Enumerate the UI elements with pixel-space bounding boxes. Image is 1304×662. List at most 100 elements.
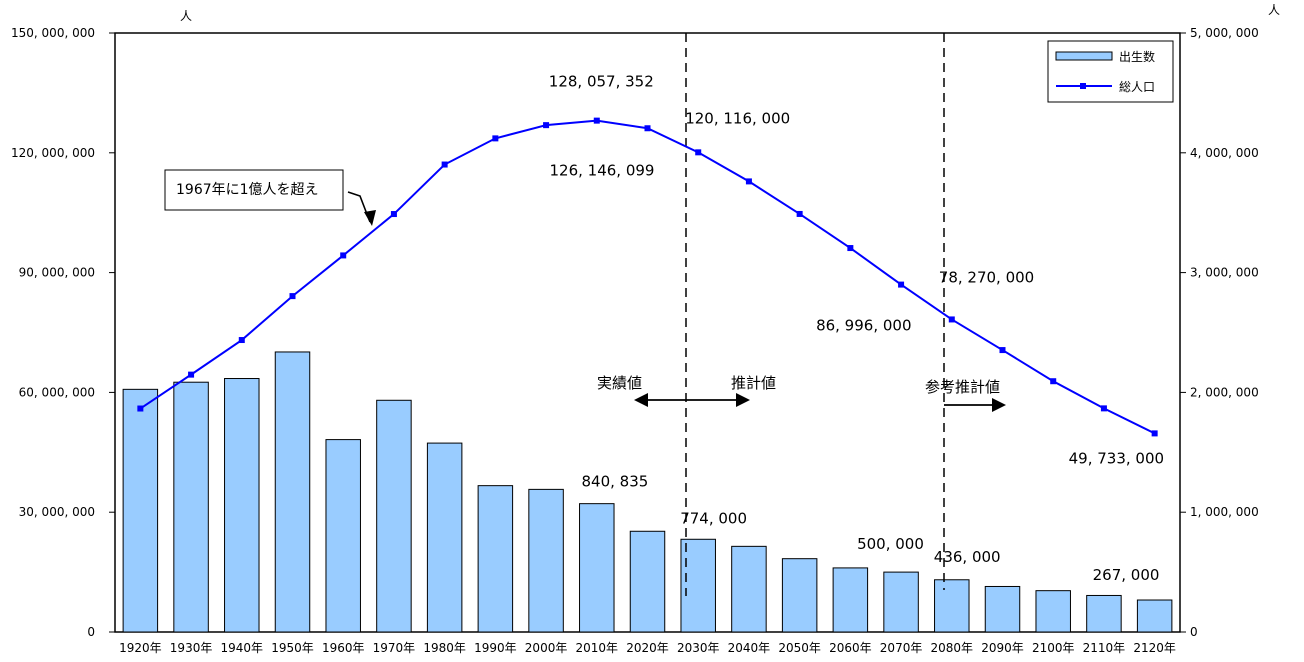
x-tick-label: 1950年: [271, 641, 314, 655]
birth-bar: [477, 485, 514, 633]
population-point: [1151, 430, 1158, 437]
data-label: 128, 057, 352: [549, 73, 654, 91]
x-tick-label: 2080年: [931, 641, 974, 655]
birth-bar: [426, 442, 463, 633]
birth-bar: [528, 488, 564, 633]
population-point: [188, 371, 195, 378]
right-tick-label: 1, 000, 000: [1190, 505, 1259, 519]
population-point: [1050, 378, 1057, 385]
birth-bar: [883, 571, 919, 633]
population-point: [137, 405, 144, 412]
population-point: [289, 293, 296, 300]
left-tick-label: 0: [87, 625, 95, 639]
population-point: [898, 281, 905, 288]
x-tick-label: 2120年: [1133, 641, 1176, 655]
right-tick-label: 4, 000, 000: [1190, 146, 1259, 160]
x-tick-label: 2000年: [525, 641, 568, 655]
legend-label-population: 総人口: [1119, 80, 1155, 94]
birth-bars: [122, 351, 1173, 633]
actual-label: 実績値: [597, 374, 642, 392]
population-point: [543, 122, 550, 129]
projected-label: 推計値: [731, 374, 776, 392]
birth-bar: [680, 538, 716, 633]
double-arrow-right-head: [736, 393, 750, 407]
legend-marker-population: [1080, 83, 1086, 89]
right-axis-unit: 人: [1268, 3, 1280, 17]
right-tick-label: 2, 000, 000: [1190, 385, 1259, 399]
x-tick-label: 1980年: [423, 641, 466, 655]
x-tick-label: 2010年: [576, 641, 619, 655]
data-labels: 128, 057, 352 126, 146, 099 120, 116, 000 8…: [549, 73, 1164, 584]
birth-bar: [934, 579, 970, 633]
population-line: [137, 117, 1158, 437]
population-point: [644, 125, 651, 132]
data-label: 120, 116, 000: [685, 109, 790, 127]
birth-bar: [376, 399, 412, 633]
population-point: [948, 316, 955, 323]
reference-arrow-head: [992, 398, 1006, 412]
birth-bar: [122, 388, 159, 633]
right-axis-ticks: 0 1, 000, 000 2, 000, 000 3, 000, 000 4, 000…: [1180, 26, 1259, 639]
population-point: [796, 210, 803, 217]
birth-bar: [579, 503, 615, 633]
birth-bar: [629, 530, 666, 633]
x-tick-label: 2070年: [880, 641, 923, 655]
population-point: [999, 347, 1006, 354]
right-tick-label: 3, 000, 000: [1190, 266, 1259, 280]
legend: 出生数 総人口: [1047, 40, 1174, 103]
x-tick-label: 1960年: [322, 641, 365, 655]
left-tick-label: 90, 000, 000: [19, 266, 95, 280]
birth-bar: [832, 567, 869, 633]
callout-arrowhead: [364, 210, 376, 226]
x-tick-label: 1970年: [373, 641, 416, 655]
callout-box: [164, 169, 344, 211]
left-tick-label: 120, 000, 000: [11, 146, 95, 160]
birth-bar: [781, 558, 818, 633]
birth-bar: [1035, 590, 1071, 633]
x-tick-label: 2100年: [1032, 641, 1075, 655]
x-tick-label: 1990年: [474, 641, 517, 655]
x-tick-label: 2060年: [829, 641, 872, 655]
population-point: [238, 337, 245, 344]
x-tick-label: 2050年: [778, 641, 821, 655]
birth-bar: [173, 381, 209, 633]
x-tick-label: 2090年: [981, 641, 1024, 655]
legend-box: [1047, 40, 1174, 103]
population-point: [1100, 405, 1107, 412]
population-point: [390, 211, 397, 218]
population-point: [745, 178, 752, 185]
x-tick-label: 2030年: [677, 641, 720, 655]
data-label: 126, 146, 099: [550, 161, 655, 179]
callout-text: 1967年に1億人を超え: [176, 182, 319, 198]
right-tick-label: 0: [1190, 625, 1198, 639]
callout-arrow: [347, 191, 371, 223]
birth-bar: [1136, 599, 1173, 633]
x-tick-label: 2110年: [1083, 641, 1126, 655]
population-point: [340, 252, 347, 259]
double-arrow-left-head: [634, 393, 648, 407]
data-label: 436, 000: [934, 548, 1001, 566]
reference-label: 参考推計値: [925, 378, 1000, 396]
data-label: 86, 996, 000: [816, 317, 911, 335]
left-tick-label: 150, 000, 000: [11, 26, 95, 40]
birth-bar: [274, 351, 311, 633]
birth-bar: [731, 545, 767, 633]
data-label: 78, 270, 000: [939, 268, 1034, 286]
data-label: 267, 000: [1093, 566, 1160, 584]
data-label: 774, 000: [680, 509, 747, 527]
data-label: 500, 000: [857, 535, 924, 553]
right-tick-label: 5, 000, 000: [1190, 26, 1259, 40]
population-point: [593, 117, 600, 124]
birth-bar: [224, 378, 260, 633]
x-tick-label: 1930年: [170, 641, 213, 655]
population-point: [492, 135, 499, 142]
x-tick-label: 2020年: [626, 641, 669, 655]
divider-lines: [685, 33, 945, 596]
left-tick-label: 30, 000, 000: [19, 505, 95, 519]
left-axis-ticks: 0 30, 000, 000 60, 000, 000 90, 000, 000 120…: [11, 26, 115, 639]
population-point: [695, 149, 702, 156]
region-annotations: 実績値 推計値 参考推計値: [597, 374, 1006, 412]
left-tick-label: 60, 000, 000: [19, 385, 95, 399]
left-axis-unit: 人: [180, 9, 192, 23]
birth-bar: [325, 439, 361, 633]
